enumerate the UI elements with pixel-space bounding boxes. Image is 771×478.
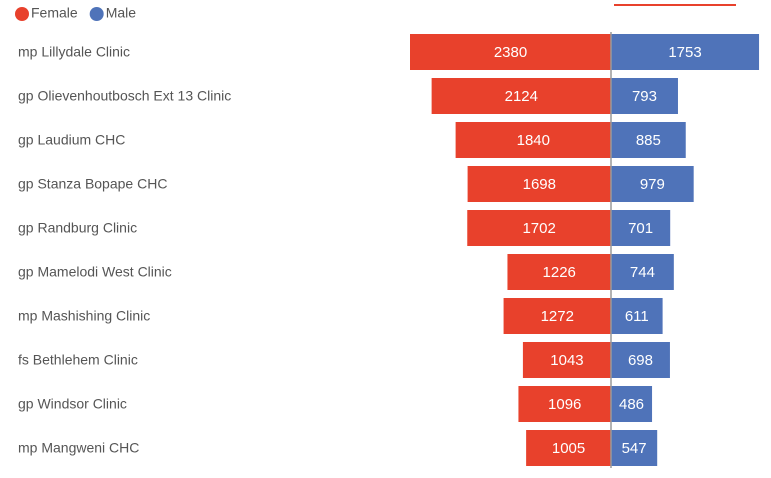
bar — [507, 254, 611, 290]
bar — [611, 254, 674, 290]
bar — [611, 342, 670, 378]
bar — [611, 78, 678, 114]
data-label: 744 — [630, 264, 655, 281]
bar — [522, 342, 611, 378]
data-label: 1753 — [668, 44, 701, 61]
data-label: 979 — [640, 176, 665, 193]
legend-label: Male — [106, 5, 137, 21]
legend-swatch — [15, 7, 29, 21]
data-label: 1005 — [552, 440, 585, 457]
bar — [611, 210, 671, 246]
bar — [467, 166, 611, 202]
category-label: mp Lillydale Clinic — [18, 44, 130, 60]
bar — [611, 122, 686, 158]
legend-label: Female — [31, 5, 78, 21]
data-label: 793 — [632, 88, 657, 105]
data-label: 611 — [625, 308, 649, 325]
data-label: 486 — [619, 396, 644, 413]
category-label: gp Mamelodi West Clinic — [18, 264, 172, 280]
data-label: 2124 — [505, 88, 538, 105]
bar — [611, 386, 653, 422]
data-label: 1272 — [541, 308, 574, 325]
data-label: 1096 — [548, 396, 581, 413]
data-label: 1226 — [543, 264, 576, 281]
bar — [611, 430, 658, 466]
bar — [467, 210, 611, 246]
category-label: gp Windsor Clinic — [18, 396, 127, 412]
category-label: fs Bethlehem Clinic — [18, 352, 138, 368]
bar — [431, 78, 611, 114]
data-label: 1840 — [517, 132, 550, 149]
category-label: mp Mangweni CHC — [18, 440, 139, 456]
bar — [611, 298, 663, 334]
data-label: 2380 — [494, 44, 527, 61]
bar — [611, 166, 694, 202]
data-label: 701 — [628, 220, 653, 237]
legend-swatch — [89, 7, 104, 21]
data-label: 1702 — [522, 220, 555, 237]
bar — [410, 34, 611, 70]
bar — [518, 386, 611, 422]
bar — [611, 34, 760, 70]
category-label: mp Mashishing Clinic — [18, 308, 150, 324]
category-label: gp Stanza Bopape CHC — [18, 176, 167, 192]
bar — [455, 122, 611, 158]
data-label: 698 — [628, 352, 653, 369]
category-label: gp Olievenhoutbosch Ext 13 Clinic — [18, 88, 231, 104]
category-label: gp Randburg Clinic — [18, 220, 137, 236]
bar — [526, 430, 611, 466]
data-label: 1043 — [550, 352, 583, 369]
data-label: 547 — [622, 440, 647, 457]
category-label: gp Laudium CHC — [18, 132, 125, 148]
data-label: 885 — [636, 132, 661, 149]
bar — [503, 298, 611, 334]
data-label: 1698 — [523, 176, 556, 193]
